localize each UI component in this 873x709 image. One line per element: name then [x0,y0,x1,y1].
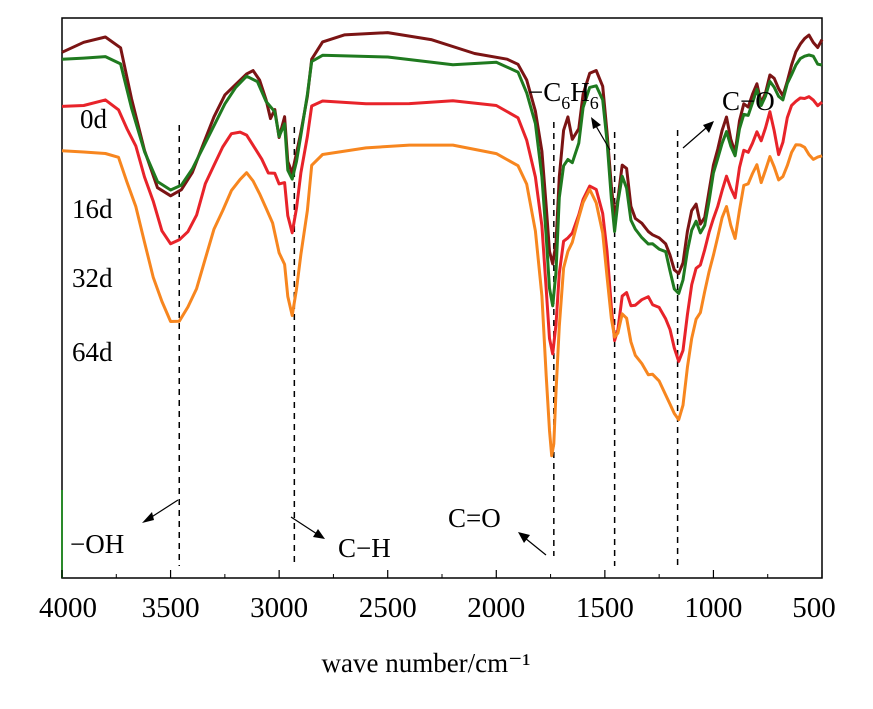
x-axis-title: wave number/cm⁻¹ [321,648,530,678]
series-label-64d: 64d [72,337,113,367]
c6h6-sub2: 6 [590,93,599,113]
annotation-oh-label: −OH [70,529,124,559]
annotation-c6h6-arrow [595,125,611,151]
series-line-64d [61,143,823,458]
annotation-co-single-arrow [682,127,707,149]
series-line-0d [61,31,824,275]
annotation-c6h6-arrowhead [591,117,601,129]
x-tick-label: 500 [792,592,836,624]
x-tick-label: 2500 [359,592,417,624]
x-tick-label: 3000 [250,592,308,624]
annotation-oh-arrowhead [142,512,154,523]
annotation-oh-arrow [149,499,179,519]
series-label-16d: 16d [72,194,113,224]
series-labels: 0d 16d 32d 64d [72,104,113,367]
series-layer [61,31,824,458]
annotation-co-double: C=O [448,503,547,556]
series-line-16d [61,53,823,308]
x-axis-ticks: 4000 3500 3000 2500 2000 1500 1000 500 [39,570,836,624]
annotation-ch-arrow [290,516,318,535]
x-tick-label: 3500 [142,592,200,624]
x-tick-label: 4000 [39,592,97,624]
annotation-co-single-arrowhead [703,121,714,133]
c6h6-h: H [570,77,590,107]
x-tick-label: 1500 [576,592,634,624]
x-tick-label: 2000 [467,592,525,624]
x-tick-label: 1000 [684,592,742,624]
annotation-co-single: C−O [682,86,775,149]
annotation-ch-arrowhead [313,529,325,539]
annotation-ch-label: C−H [338,533,391,563]
annotation-co-double-arrowhead [518,532,530,543]
annotation-c6h6-label: −C6H6 [528,77,599,113]
reference-lines [178,122,679,566]
c6h6-prefix: −C [528,77,561,107]
series-label-32d: 32d [72,263,113,293]
plot-area [61,17,823,579]
annotation-oh: −OH [70,499,179,559]
annotation-co-double-arrow [524,537,547,556]
series-line-32d [61,95,823,363]
annotation-c6h6: −C6H6 [528,77,611,151]
annotation-co-single-label: C−O [722,86,775,116]
annotation-ch: C−H [290,516,391,563]
annotation-co-double-label: C=O [448,503,501,533]
series-label-0d: 0d [80,104,108,134]
c6h6-sub1: 6 [561,93,570,113]
